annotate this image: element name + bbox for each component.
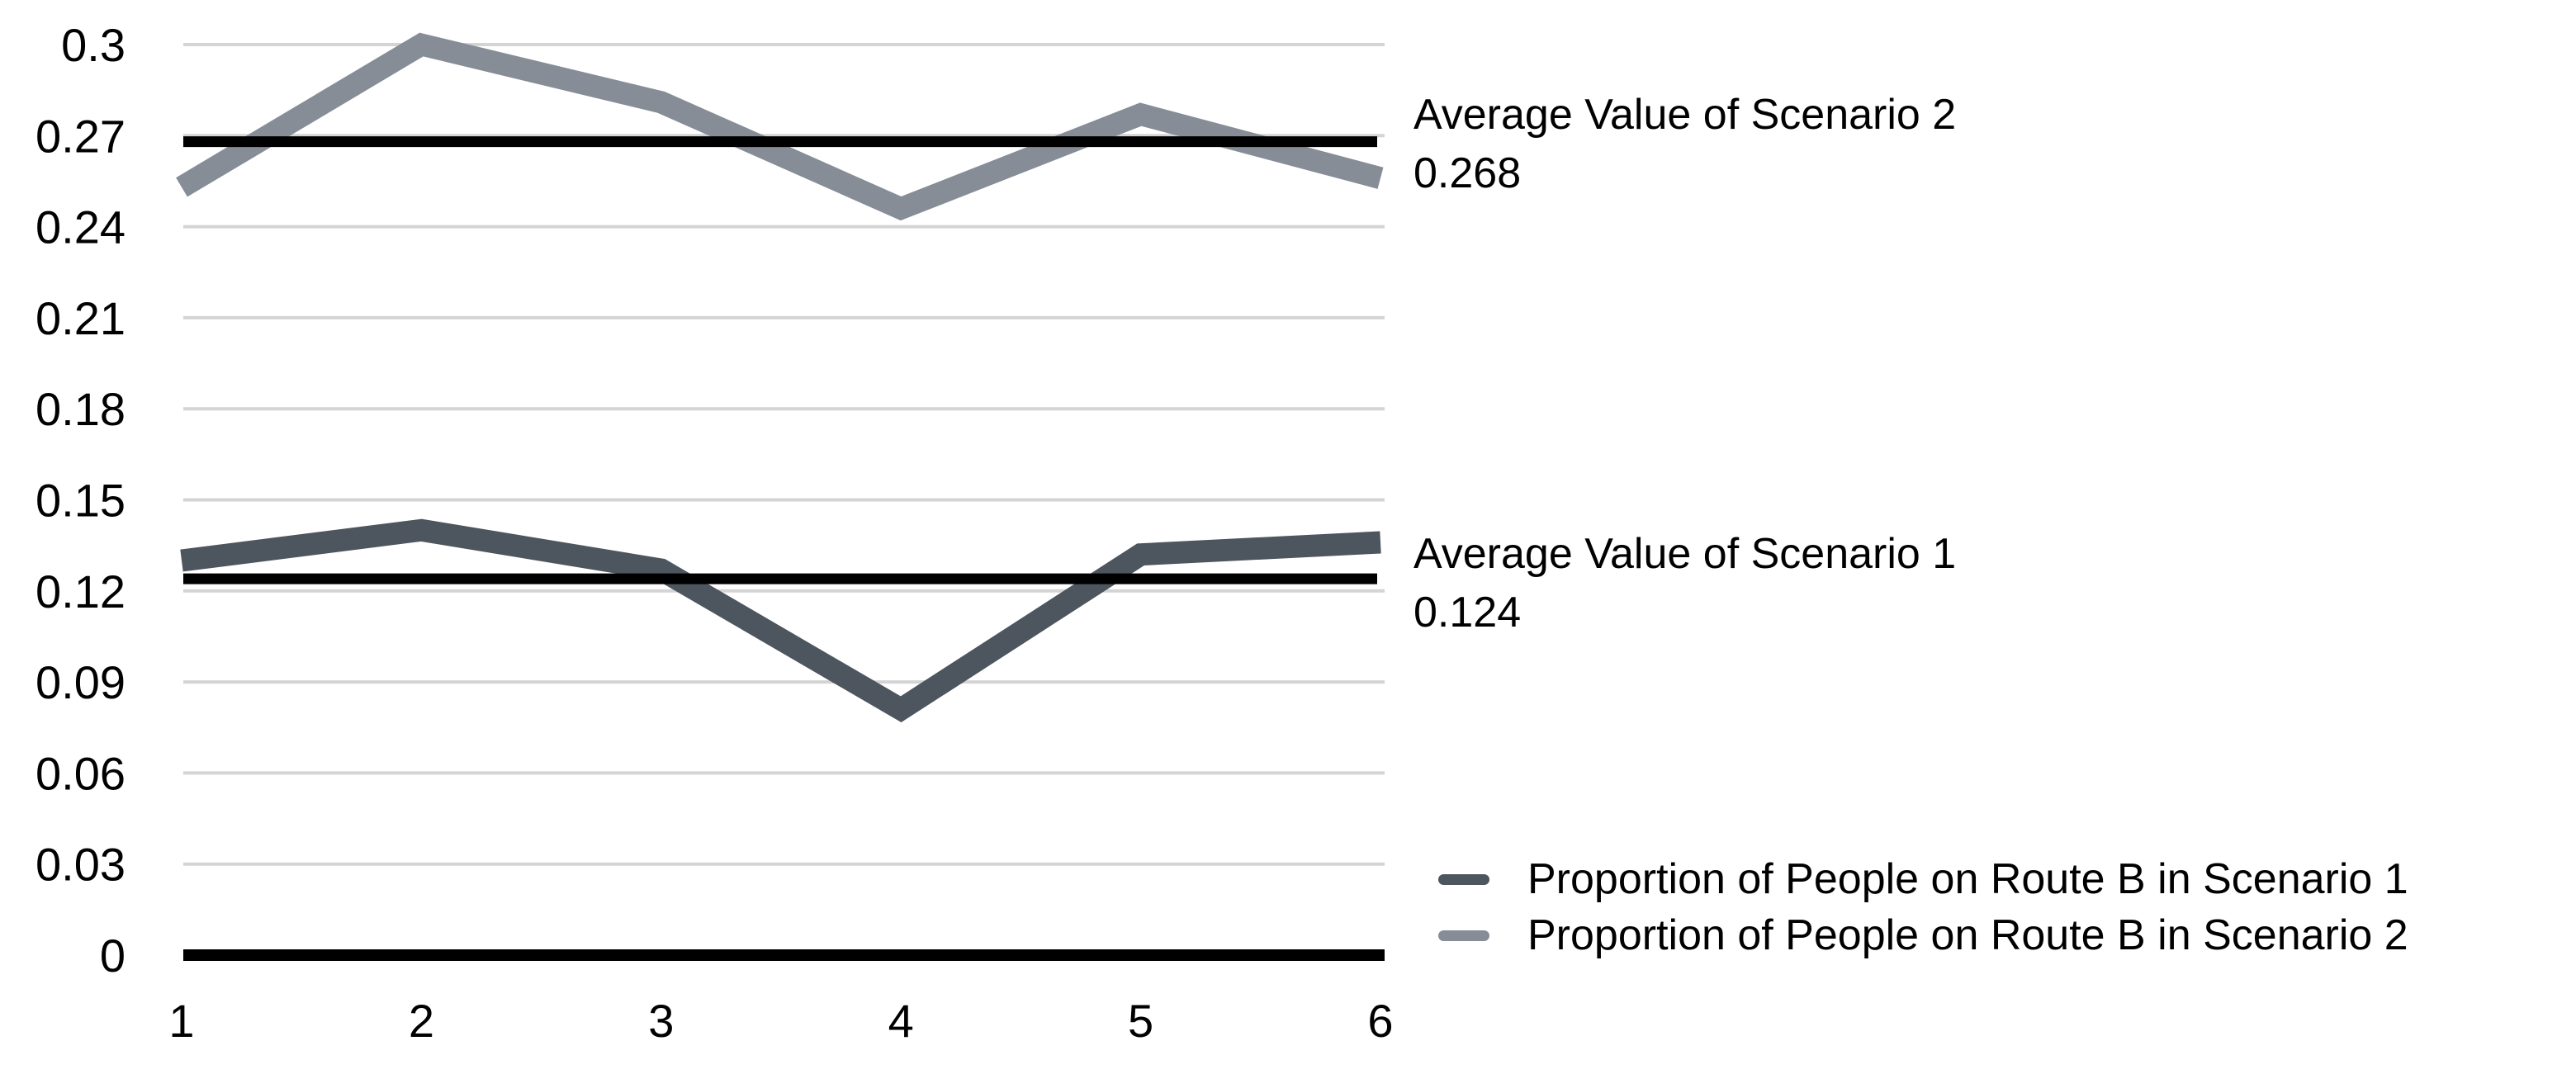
- legend-item-scenario1: Proportion of People on Route B in Scena…: [1438, 851, 2408, 907]
- x-tick-label-1: 1: [168, 995, 194, 1047]
- annotation-scenario1-average: Average Value of Scenario 1 0.124: [1413, 525, 1956, 642]
- series-lines: [176, 32, 1384, 723]
- gridlines: [183, 43, 1385, 961]
- y-tick-label-0.3: 0.3: [61, 19, 125, 71]
- y-tick-label-0.09: 0.09: [36, 656, 125, 708]
- legend: Proportion of People on Route B in Scena…: [1438, 851, 2408, 963]
- x-tick-label-4: 4: [888, 995, 914, 1047]
- x-tick-label-6: 6: [1367, 995, 1393, 1047]
- annotation-scenario2-label: Average Value of Scenario 2: [1413, 91, 1957, 139]
- annotation-scenario1-label: Average Value of Scenario 1: [1413, 530, 1957, 578]
- series-line-scenario-1: [180, 518, 1381, 723]
- y-tick-label-0.03: 0.03: [36, 839, 125, 891]
- average-reference-lines: [183, 136, 1377, 584]
- y-tick-label-0.24: 0.24: [36, 201, 125, 253]
- y-tick-label-0.21: 0.21: [36, 292, 125, 344]
- legend-item-scenario2: Proportion of People on Route B in Scena…: [1438, 907, 2408, 963]
- x-axis-labels: 1 2 3 4 5 6: [168, 995, 1393, 1047]
- legend-swatch-scenario2-icon: [1438, 930, 1489, 941]
- y-tick-label-0.12: 0.12: [36, 565, 125, 617]
- annotation-scenario1-value: 0.124: [1413, 589, 1522, 636]
- y-tick-label-0: 0: [100, 930, 125, 982]
- annotation-scenario2-average: Average Value of Scenario 2 0.268: [1413, 86, 1956, 203]
- y-tick-label-0.18: 0.18: [36, 383, 125, 435]
- legend-label-scenario2: Proportion of People on Route B in Scena…: [1527, 911, 2408, 959]
- legend-label-scenario1: Proportion of People on Route B in Scena…: [1527, 855, 2408, 903]
- annotation-scenario2-value: 0.268: [1413, 149, 1522, 197]
- y-tick-label-0.15: 0.15: [36, 475, 125, 527]
- y-axis-labels: 0 0.03 0.06 0.09 0.12 0.15 0.18 0.21 0.24 0.27 0.3: [36, 19, 125, 982]
- y-tick-label-0.06: 0.06: [36, 747, 125, 799]
- x-tick-label-3: 3: [648, 995, 674, 1047]
- legend-swatch-scenario1-icon: [1438, 873, 1489, 885]
- x-tick-label-2: 2: [409, 995, 434, 1047]
- series-line-scenario-2: [176, 32, 1384, 221]
- x-tick-label-5: 5: [1128, 995, 1153, 1047]
- y-tick-label-0.27: 0.27: [36, 110, 125, 162]
